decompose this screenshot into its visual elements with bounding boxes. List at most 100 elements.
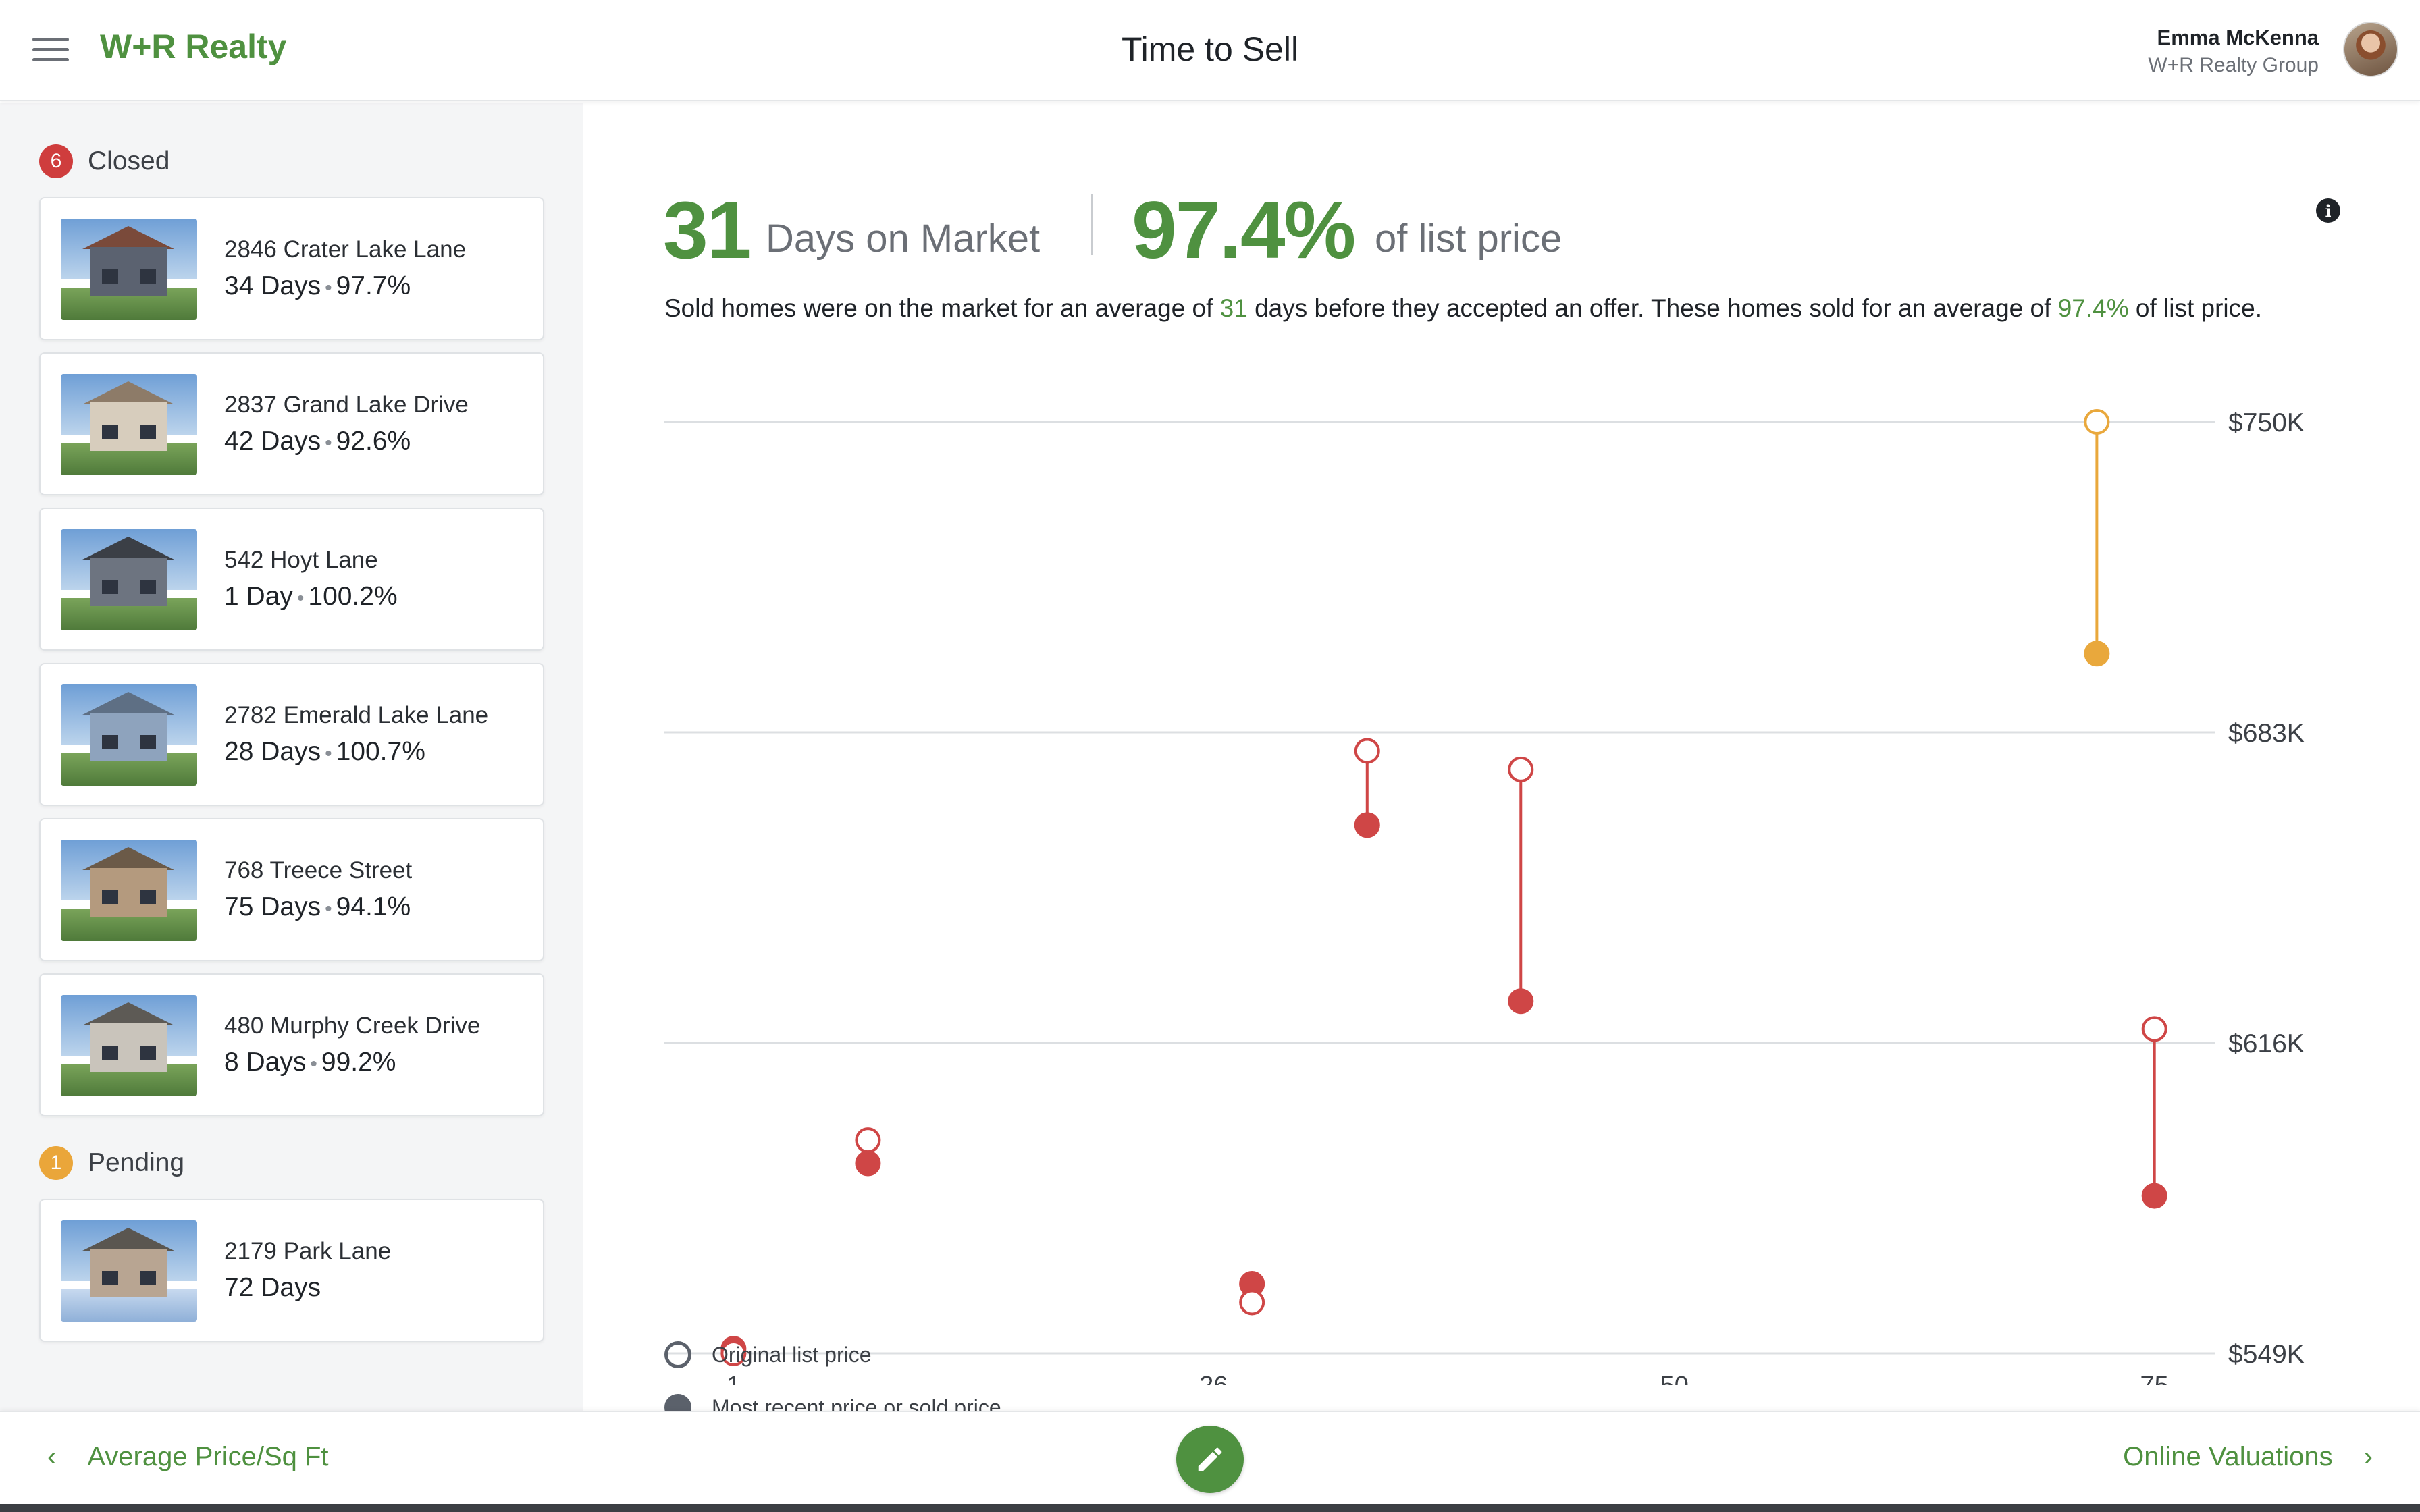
listing-stats: 34 Days • 97.7% xyxy=(224,271,411,301)
listing-card-pending-0[interactable]: 2179 Park Lane 72 Days xyxy=(39,1199,544,1342)
listing-days: 75 Days xyxy=(224,892,321,921)
avatar[interactable] xyxy=(2343,22,2398,77)
listing-address: 2837 Grand Lake Drive xyxy=(224,392,469,418)
house-photo xyxy=(61,995,197,1096)
listing-days: 72 Days xyxy=(224,1273,321,1302)
next-page-link[interactable]: Online Valuations › xyxy=(2123,1442,2373,1472)
listing-days: 8 Days xyxy=(224,1048,307,1077)
separator-dot: • xyxy=(325,432,332,454)
separator-dot: • xyxy=(325,742,332,765)
closed-section-header: 6 Closed xyxy=(39,144,169,178)
listing-address: 2179 Park Lane xyxy=(224,1238,392,1264)
separator-dot: • xyxy=(325,277,332,299)
summary-text: Sold homes were on the market for an ave… xyxy=(664,294,2263,322)
list-price-point xyxy=(2141,1016,2167,1042)
sold-price-point xyxy=(1354,812,1380,838)
listing-percent: 100.2% xyxy=(308,582,398,611)
listing-stats: 75 Days • 94.1% xyxy=(224,892,411,922)
listing-card-closed-3[interactable]: 2782 Emerald Lake Lane 28 Days • 100.7% xyxy=(39,663,544,806)
closed-section-label: Closed xyxy=(88,146,170,176)
closed-count-badge: 6 xyxy=(39,144,73,178)
list-price-point xyxy=(1354,738,1380,764)
listing-card-closed-1[interactable]: 2837 Grand Lake Drive 42 Days • 92.6% xyxy=(39,352,544,495)
days-on-market-value: 31 xyxy=(663,185,752,275)
pending-count-badge: 1 xyxy=(39,1146,73,1180)
listing-address: 480 Murphy Creek Drive xyxy=(224,1013,481,1039)
listing-address: 2782 Emerald Lake Lane xyxy=(224,702,489,728)
sold-price-point xyxy=(2141,1183,2167,1209)
y-tick-label: $616K xyxy=(2228,1029,2305,1058)
list-price-point xyxy=(1508,756,1534,782)
prev-page-label: Average Price/Sq Ft xyxy=(87,1442,329,1472)
house-photo xyxy=(61,529,197,630)
sold-price-point xyxy=(1508,988,1534,1015)
listing-days: 42 Days xyxy=(224,427,321,456)
listing-address: 2846 Crater Lake Lane xyxy=(224,236,467,263)
page-title: Time to Sell xyxy=(1121,30,1299,68)
listing-days: 34 Days xyxy=(224,271,321,300)
listing-percent: 100.7% xyxy=(336,737,425,766)
window-bottom-bar xyxy=(0,1504,2420,1512)
pending-section-label: Pending xyxy=(88,1148,185,1177)
pending-section-header: 1 Pending xyxy=(39,1146,184,1180)
legend-item-original: Original list price xyxy=(664,1338,872,1372)
chevron-right-icon: › xyxy=(2363,1442,2373,1472)
listing-days: 1 Day xyxy=(224,582,293,611)
menu-icon[interactable] xyxy=(32,35,69,65)
separator-dot: • xyxy=(296,587,305,610)
user-name[interactable]: Emma McKenna xyxy=(2157,26,2319,49)
info-icon[interactable]: i xyxy=(2316,198,2340,223)
listing-card-closed-4[interactable]: 768 Treece Street 75 Days • 94.1% xyxy=(39,818,544,961)
listing-card-closed-5[interactable]: 480 Murphy Creek Drive 8 Days • 99.2% xyxy=(39,973,544,1116)
brand-logo[interactable]: W+R Realty xyxy=(100,28,287,65)
house-photo xyxy=(61,684,197,786)
sold-price-point xyxy=(855,1150,881,1177)
listing-percent: 94.1% xyxy=(336,892,411,921)
listing-percent: 97.7% xyxy=(336,271,411,300)
summary-percent: 97.4% xyxy=(2057,294,2129,322)
sold-price-point xyxy=(2084,641,2110,667)
time-to-sell-chart: $549K$616K$683K$750K1265075Days on marke… xyxy=(664,408,2305,1385)
legend-label-original: Original list price xyxy=(712,1342,872,1367)
list-price-point xyxy=(2084,409,2110,435)
x-tick-label: 50 xyxy=(1660,1372,1689,1385)
listing-sidebar: 6 Closed 2846 Crater Lake Lane 34 Days • 97… xyxy=(0,103,583,1411)
listing-card-closed-0[interactable]: 2846 Crater Lake Lane 34 Days • 97.7% xyxy=(39,197,544,340)
footer-nav: ‹ Average Price/Sq Ft Online Valuations … xyxy=(0,1411,2420,1504)
list-price-percent-value: 97.4% xyxy=(1132,185,1356,275)
next-page-label: Online Valuations xyxy=(2123,1442,2333,1472)
listing-days: 28 Days xyxy=(224,737,321,766)
listing-stats: 8 Days • 99.2% xyxy=(224,1048,396,1077)
house-photo xyxy=(61,840,197,941)
y-tick-label: $750K xyxy=(2228,408,2305,437)
listing-stats: 28 Days • 100.7% xyxy=(224,737,425,767)
chevron-left-icon: ‹ xyxy=(47,1442,57,1472)
house-photo xyxy=(61,219,197,320)
separator-dot: • xyxy=(310,1053,317,1075)
x-tick-label: 75 xyxy=(2140,1372,2169,1385)
main-panel: 31 Days on Market 97.4% of list price i … xyxy=(583,103,2420,1421)
listing-stats: 42 Days • 92.6% xyxy=(224,427,411,456)
list-price-percent-label: of list price xyxy=(1375,217,1562,261)
x-tick-label: 26 xyxy=(1199,1372,1228,1385)
house-photo xyxy=(61,374,197,475)
list-price-point xyxy=(720,1341,747,1366)
listing-percent: 99.2% xyxy=(321,1048,396,1077)
listing-address: 768 Treece Street xyxy=(224,857,413,884)
edit-button[interactable] xyxy=(1176,1426,1244,1493)
separator-dot: • xyxy=(325,898,332,920)
list-price-point xyxy=(855,1127,881,1154)
hollow-circle-icon xyxy=(664,1341,691,1368)
house-photo xyxy=(61,1220,197,1322)
prev-page-link[interactable]: ‹ Average Price/Sq Ft xyxy=(47,1442,329,1472)
listing-stats: 1 Day • 100.2% xyxy=(224,582,398,612)
user-org: W+R Realty Group xyxy=(2148,54,2319,76)
stat-divider xyxy=(1091,194,1093,255)
summary-days: 31 xyxy=(1219,294,1248,322)
pencil-icon xyxy=(1198,1447,1222,1472)
days-on-market-label: Days on Market xyxy=(766,217,1041,261)
listing-card-closed-2[interactable]: 542 Hoyt Lane 1 Day • 100.2% xyxy=(39,508,544,651)
x-tick-label: 1 xyxy=(727,1372,741,1385)
listing-percent: 92.6% xyxy=(336,427,411,456)
listing-address: 542 Hoyt Lane xyxy=(224,547,378,573)
